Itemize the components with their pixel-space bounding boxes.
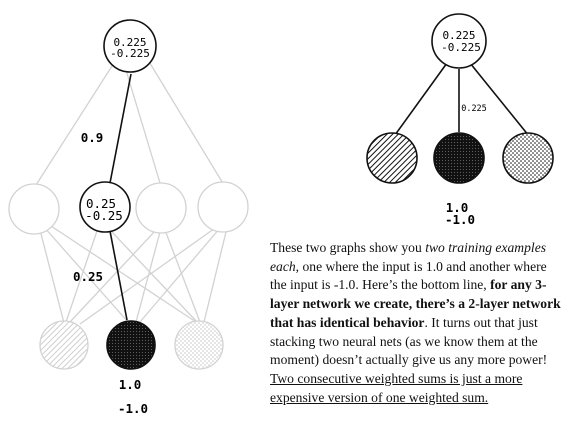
left-output-value-neg: -0.225: [110, 47, 150, 60]
left-input-node-dotted: [174, 320, 224, 370]
right-output-value-pos: 0.225: [442, 29, 475, 42]
right-input-value-pos: 1.0: [446, 200, 469, 215]
right-input-node-hatched: [366, 132, 418, 184]
left-hidden-node-1: [8, 183, 60, 235]
left-input-value-neg: -1.0: [118, 401, 148, 416]
left-weight-top: 0.9: [81, 130, 104, 145]
right-weight: 0.225: [461, 104, 487, 114]
left-input-node-hatched: [39, 320, 89, 370]
left-hidden-value-pos: 0.25: [86, 196, 116, 211]
left-output-value-pos: 0.225: [113, 36, 146, 49]
right-output-value-neg: -0.225: [441, 41, 481, 54]
paragraph-text-1: These two graphs show you: [270, 240, 426, 255]
paragraph-bold: for any 3-layer network we create, there…: [270, 277, 561, 330]
right-input-node-dark: [433, 132, 485, 184]
explanation-paragraph: These two graphs show you two training e…: [270, 239, 562, 407]
left-hidden-node-3: [135, 182, 187, 234]
left-active-edges: [109, 73, 132, 321]
left-hidden-node-2: [79, 181, 131, 233]
right-edges: [394, 62, 530, 137]
paragraph-text-2: , one where the input is 1.0 and another…: [270, 258, 547, 293]
right-input-value-neg: -1.0: [445, 212, 475, 227]
right-input-node-dotted: [502, 132, 554, 184]
left-hidden-value-neg: -0.25: [85, 208, 123, 223]
right-output-node: [431, 13, 487, 69]
left-output-node: [103, 19, 157, 73]
left-faded-edges: [35, 59, 227, 325]
left-hidden-node-4: [197, 181, 249, 233]
left-input-node-dark: [106, 320, 156, 370]
paragraph-emphasis: two training examples each: [270, 240, 547, 274]
paragraph-text-3: . It turns out that just stacking two ne…: [270, 314, 548, 368]
left-weight-bottom: 0.25: [73, 269, 103, 284]
paragraph-underline: Two consecutive weighted sums is just a …: [270, 370, 523, 405]
left-input-value-pos: 1.0: [119, 377, 142, 392]
